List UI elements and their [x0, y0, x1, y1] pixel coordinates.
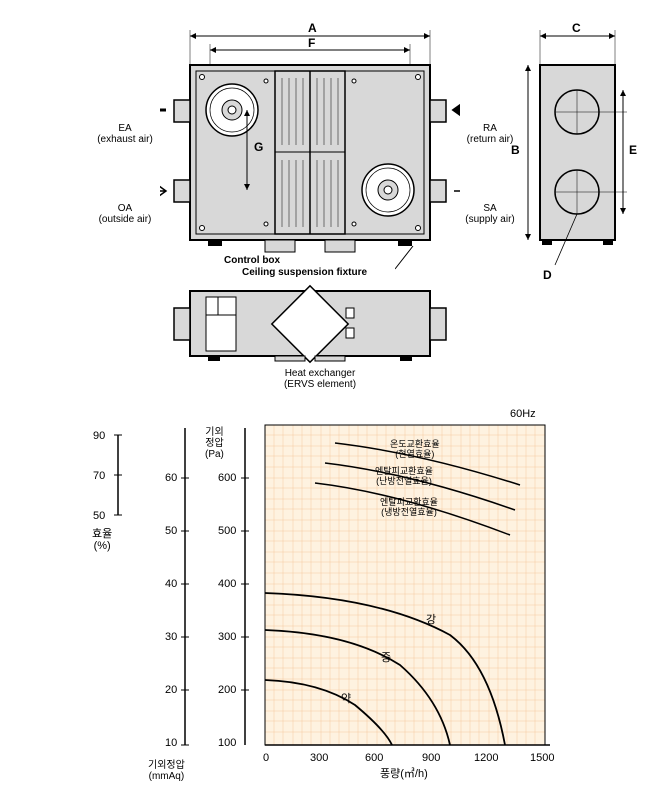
chart-hz: 60Hz — [510, 408, 536, 420]
front-view-diagram — [160, 283, 460, 378]
y2-40: 40 — [165, 578, 177, 590]
y1-90: 90 — [93, 430, 105, 442]
dim-b: B — [511, 144, 520, 157]
x-900: 900 — [422, 752, 440, 764]
x-label: 풍량(㎥/h) — [380, 768, 428, 780]
y2-bottom-label: 기외정압(mmAq) — [148, 760, 185, 782]
y2-10: 10 — [165, 737, 177, 749]
y3-300: 300 — [218, 631, 236, 643]
y1-70: 70 — [93, 470, 105, 482]
x-600: 600 — [365, 752, 383, 764]
heat-exchanger-label: Heat exchanger(ERVS element) — [270, 368, 370, 390]
sa-label: SA(supply air) — [460, 203, 520, 225]
y2-20: 20 — [165, 684, 177, 696]
ea-label: EA(exhaust air) — [90, 123, 160, 145]
dim-c: C — [572, 22, 581, 35]
top-view-diagram — [160, 30, 460, 280]
dim-e: E — [629, 144, 637, 157]
y2-60: 60 — [165, 472, 177, 484]
dim-a: A — [308, 22, 317, 35]
dim-f: F — [308, 37, 315, 50]
y2-top: 기외정압(Pa) — [205, 427, 224, 460]
dim-g: G — [254, 141, 263, 154]
curve-weak: 약 — [341, 693, 351, 705]
ra-label: RA(return air) — [460, 123, 520, 145]
curve-medium: 중 — [381, 652, 391, 664]
ceiling-label: Ceiling suspension fixture — [242, 267, 367, 278]
y3-500: 500 — [218, 525, 236, 537]
side-view-diagram — [520, 30, 630, 290]
y3-100: 100 — [218, 737, 236, 749]
x-0: 0 — [263, 752, 269, 764]
y1-50: 50 — [93, 510, 105, 522]
y2-30: 30 — [165, 631, 177, 643]
y3-600: 600 — [218, 472, 236, 484]
performance-chart — [90, 405, 590, 790]
y3-400: 400 — [218, 578, 236, 590]
y1-label: 효율(%) — [92, 528, 112, 552]
x-1500: 1500 — [530, 752, 554, 764]
y2-50: 50 — [165, 525, 177, 537]
curve-temp: 온도교환효율(현열효율) — [390, 440, 440, 460]
y3-200: 200 — [218, 684, 236, 696]
control-box-label: Control box — [224, 255, 280, 266]
curve-strong: 강 — [426, 614, 436, 626]
oa-label: OA(outside air) — [90, 203, 160, 225]
curve-cool: 엔탈피교환효율(냉방전열효율) — [380, 498, 438, 518]
curve-heat: 엔탈피교환효율(난방전열효율) — [375, 467, 433, 487]
x-300: 300 — [310, 752, 328, 764]
dim-d: D — [543, 269, 552, 282]
x-1200: 1200 — [474, 752, 498, 764]
